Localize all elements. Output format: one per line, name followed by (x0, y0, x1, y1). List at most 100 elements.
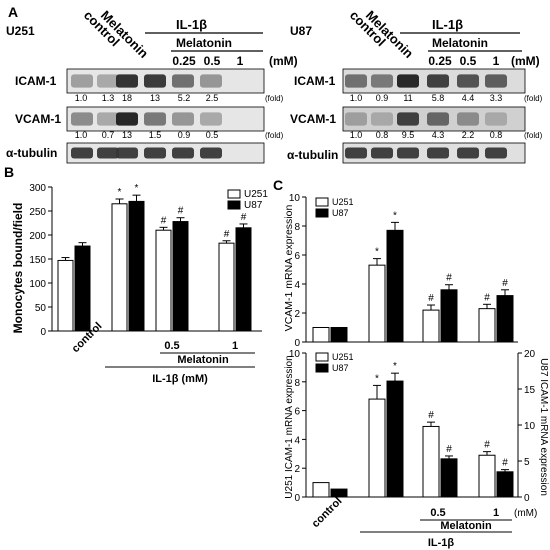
chart-b-legend-label-u87: U87 (244, 200, 263, 211)
chart-ctop-ytick-label: 0 (294, 338, 300, 349)
chart-ctop-bar-u251-1 (312, 327, 330, 343)
blot-right-conc-2: 0.5 (460, 54, 477, 68)
blot-right-row1-fold-value-6: 3.3 (490, 93, 503, 103)
chart-ctop-significance-mark: # (502, 278, 508, 289)
chart-cbot-bar-u251-1 (312, 482, 330, 498)
chart-ctop-legend-swatch-u87 (315, 208, 329, 218)
blot-left-row2-fold-value-4: 1.5 (149, 130, 162, 140)
blot-right-row1-band-6 (485, 74, 507, 88)
blot-left-row1-band-2 (97, 74, 119, 88)
blot-left-row1-fold-value-1: 1.0 (75, 93, 88, 103)
chart-b-bar-u251-4 (218, 242, 235, 332)
chart-cbot-bar-u87-4 (496, 471, 514, 498)
chart-ctop-ytick-label: 4 (294, 280, 300, 291)
blot-left-conc-1: 0.25 (172, 54, 196, 68)
blot-left-fold-2: (fold) (265, 131, 284, 140)
blot-left-row2-label: VCAM-1 (15, 112, 61, 126)
chart-cbot-ytick-label: 10 (289, 349, 301, 360)
chart-cbot-conc-2: 1 (493, 507, 499, 519)
blot-left-row1-band-1 (71, 74, 93, 88)
chart-ctop-significance-mark: * (393, 210, 397, 221)
chart-ctop-ytick-label: 10 (289, 193, 301, 204)
chart-b-il1b: IL-1β (mM) (152, 373, 208, 385)
chart-ctop-significance-mark: * (375, 247, 379, 258)
chart-b-ytick-label: 50 (35, 303, 47, 314)
blot-right-row1-band-5 (457, 74, 479, 88)
chart-ctop-ytick-label: 6 (294, 251, 300, 262)
blot-left-row2-fold-value-1: 1.0 (75, 130, 88, 140)
blot-right-row3-band-6 (485, 147, 507, 159)
chart-ctop-bar-u251-2 (368, 264, 386, 343)
blot-left-row1-fold-value-5: 5.2 (178, 93, 191, 103)
chart-b-bar-u87-2 (128, 200, 145, 332)
chart-b-ytick-label: 100 (29, 279, 46, 290)
chart-b-bar-u251-3 (155, 229, 172, 332)
blot-right-conc-1: 0.25 (428, 54, 452, 68)
blot-left-mel-subheader: Melatonin (176, 36, 232, 50)
chart-cbot-ytick-label: 4 (294, 435, 300, 446)
blot-right-row3-label: α-tubulin (287, 148, 338, 162)
blot-right-row2-fold-value-6: 0.8 (490, 130, 503, 140)
chart-b-significance-mark: # (241, 212, 247, 223)
blot-right-mel-subheader: Melatonin (432, 36, 488, 50)
blot-right-row2-fold-value-3: 9.5 (402, 130, 415, 140)
chart-b-legend-label-u251: U251 (244, 189, 268, 200)
blot-right-row2-band-5 (457, 112, 479, 126)
blot-right: U87 Melatonin control IL-1β Melatonin 0.… (287, 8, 543, 164)
chart-b-bar-u87-3 (172, 221, 189, 332)
blot-left: U251 Melatonin control IL-1β Melatonin 0… (6, 8, 298, 164)
chart-b-significance-mark: * (135, 183, 139, 194)
blot-right-conc-3: 1 (493, 54, 500, 68)
chart-b-conc-2: 1 (232, 340, 238, 352)
blot-left-row1-fold-value-3: 18 (122, 93, 132, 103)
chart-b-legend-swatch-u87 (227, 200, 241, 210)
chart-b-significance-mark: # (224, 229, 230, 240)
blot-right-row2-fold-value-2: 0.8 (376, 130, 389, 140)
chart-cbot-significance-mark: * (375, 373, 379, 384)
chart-cbot-significance-mark: # (428, 410, 434, 421)
blot-right-row1-fold-value-1: 1.0 (350, 93, 363, 103)
blot-left-il1b-header: IL-1β (176, 17, 207, 32)
chart-ctop-legend-label-u251: U251 (332, 197, 354, 207)
chart-b-conc-1: 0.5 (164, 340, 179, 352)
blot-right-row2-label: VCAM-1 (290, 112, 336, 126)
chart-b-significance-mark: * (118, 187, 122, 198)
blot-left-row2-fold-value-2: 0.7 (102, 130, 115, 140)
blot-left-row2-fold-value-5: 0.9 (178, 130, 191, 140)
chart-cbot-bar-u87-3 (440, 458, 458, 498)
blot-left-il1b-text: IL-1 (176, 17, 199, 32)
blot-left-row1-fold-value-4: 13 (150, 93, 160, 103)
chart-ctop-ytick-label: 2 (294, 309, 300, 320)
chart-cbot-ytick-right-label: 10 (524, 421, 536, 432)
blot-left-row1-label: ICAM-1 (15, 74, 57, 88)
blot-right-row1-band-1 (345, 74, 367, 88)
chart-cbot-unit: (mM) (514, 508, 537, 519)
blot-right-row1-label: ICAM-1 (294, 74, 336, 88)
chart-ctop-bar-u251-4 (478, 308, 496, 343)
chart-b-significance-mark: # (161, 215, 167, 226)
blot-left-unit: (mM) (269, 54, 298, 68)
chart-b-legend-swatch-u251 (227, 189, 241, 199)
chart-cbot-ytick-label: 8 (294, 378, 300, 389)
chart-b-bar-u251-2 (111, 203, 128, 332)
chart-cbot-ytick-label: 6 (294, 407, 300, 418)
chart-b-bar-u87-1 (74, 245, 91, 332)
chart-ctop-bar-u87-3 (440, 289, 458, 343)
blot-right-cell-line: U87 (290, 24, 312, 38)
chart-cbot-ytick-right-label: 0 (524, 493, 530, 504)
chart-b-ytick-label: 250 (29, 207, 46, 218)
chart-b-ytick-label: 300 (29, 183, 46, 194)
chart-ctop-significance-mark: # (484, 292, 490, 303)
blot-left-row1-fold-value-2: 1.3 (102, 93, 115, 103)
chart-cbot-significance-mark: * (393, 361, 397, 372)
blot-left-row1-fold-value-6: 2.5 (206, 93, 219, 103)
chart-cbot-ytick-label: 2 (294, 464, 300, 475)
blot-right-fold-1: (fold) (524, 94, 543, 103)
beta-symbol: β (199, 17, 207, 32)
blot-left-row1-band-3 (116, 74, 138, 88)
chart-cbot-ytick-right-label: 15 (524, 385, 536, 396)
chart-cbot-bar-u87-2 (386, 380, 404, 498)
chart-cbot-ytick-label: 0 (294, 493, 300, 504)
panel-label-b: B (4, 164, 14, 180)
